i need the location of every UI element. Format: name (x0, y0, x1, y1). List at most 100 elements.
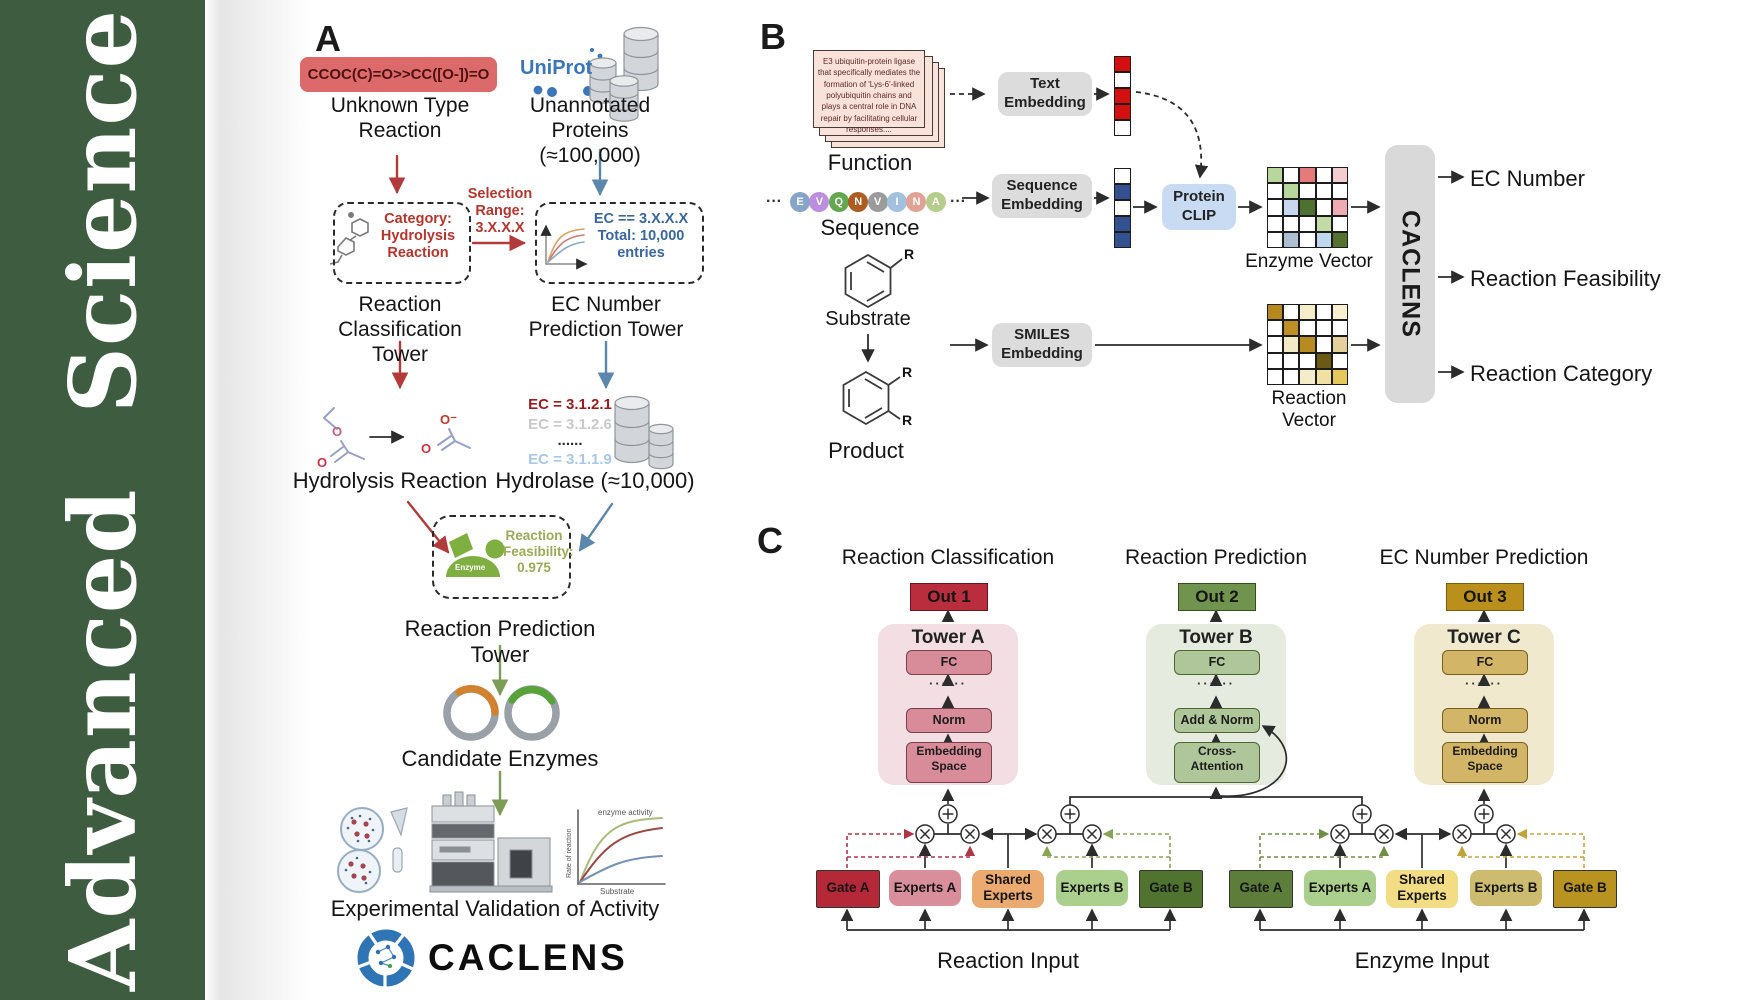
vector-cell (1114, 88, 1131, 104)
tower-a-name: Tower A (911, 627, 985, 648)
heading-ec-number-prediction: EC Number Prediction (1379, 546, 1589, 569)
grid-cell (1267, 231, 1284, 248)
grid-cell (1283, 199, 1300, 216)
tower-a-fc: FC (906, 650, 992, 675)
enzyme-vector-label: Enzyme Vector (1245, 251, 1373, 272)
smiles-reaction-box: CCOC(C)=O>>CC([O-])=O (300, 57, 497, 92)
enzyme-icon-label: Enzyme (455, 563, 486, 572)
protein-clip-box: Protein CLIP (1162, 184, 1236, 230)
ester-oxygen-atom: O (332, 424, 343, 439)
vector-cell (1114, 232, 1131, 248)
acetate-molecule (437, 428, 471, 451)
grid-cell (1299, 231, 1316, 248)
product-r2-label: R (902, 412, 913, 428)
vector-cell (1114, 104, 1131, 120)
grid-cell (1267, 215, 1284, 232)
reaction-experts-a: Experts A (889, 870, 961, 906)
rate-axis-label: Rate of reaction (566, 828, 573, 878)
grid-cell (1315, 336, 1332, 353)
reaction-gate-a: Gate A (816, 870, 880, 908)
residue-circle: I (887, 192, 908, 212)
out1-box: Out 1 (910, 583, 988, 611)
residue-circle: N (906, 192, 927, 212)
kinetics-graph-icon (577, 809, 666, 885)
acetate-o-minus-atom: O⁻ (440, 412, 457, 427)
grid-cell (1283, 368, 1300, 385)
unannotated-proteins-label: Unannotated Proteins (≈100,000) (529, 94, 651, 167)
enzyme-shared-experts: Shared Experts (1386, 870, 1458, 908)
panel-c-label: C (757, 520, 783, 561)
text-embedding-box: Text Embedding (998, 72, 1092, 116)
hydrolase-label: Hydrolase (≈10,000) (495, 468, 695, 493)
smiles-embedding-box: SMILES Embedding (992, 323, 1092, 367)
enzyme-experts-a: Experts A (1304, 870, 1376, 906)
feasibility-text: Reaction Feasibility: 0.975 (503, 528, 574, 576)
ester-molecule (323, 407, 365, 463)
tower-b-add-norm: Add & Norm (1174, 708, 1260, 733)
vector-cell (1114, 184, 1131, 200)
plasmid-icons (443, 685, 560, 741)
enzyme-gate-a: Gate A (1229, 870, 1293, 908)
tower-b-fc: FC (1174, 650, 1260, 675)
tower-b-cross-attention: Cross- Attention (1174, 742, 1260, 783)
vector-cell (1114, 216, 1131, 232)
out2-box: Out 2 (1178, 583, 1256, 611)
grid-cell (1331, 199, 1348, 216)
residue-circle: V (867, 192, 888, 212)
grid-cell (1283, 215, 1300, 232)
grid-cell (1299, 336, 1316, 353)
caclens-model-bar: CACLENS (1385, 145, 1435, 403)
page-edge-shadow (205, 0, 310, 1000)
ec-total-text: EC == 3.X.X.X Total: 10,000 entries (593, 211, 689, 262)
grid-cell (1331, 320, 1348, 337)
ec-list-ellipsis: ...... (557, 432, 583, 449)
panel-b-label: B (760, 16, 786, 57)
grid-cell (1299, 368, 1316, 385)
enzyme-input-label: Enzyme Input (1354, 948, 1490, 973)
grid-cell (1331, 368, 1348, 385)
reaction-gate-b: Gate B (1139, 870, 1203, 908)
grid-cell (1283, 183, 1300, 200)
grid-cell (1283, 320, 1300, 337)
grid-cell (1315, 304, 1332, 321)
database-icons-uniprot (589, 26, 659, 122)
reaction-vector-grid (1267, 304, 1348, 385)
grid-cell (1331, 304, 1348, 321)
tower-a-dots: ······ (929, 676, 967, 691)
vector-cell (1114, 56, 1131, 72)
residue-circle: Q (828, 192, 849, 212)
grid-cell (1283, 167, 1300, 184)
classification-dashed-box (333, 202, 471, 284)
grid-cell (1267, 167, 1284, 184)
selection-range-label: Selection Range: 3.X.X.X (467, 186, 533, 237)
enzyme-icon (446, 533, 505, 577)
grid-cell (1315, 352, 1332, 369)
product-label: Product (828, 438, 904, 463)
grid-cell (1331, 167, 1348, 184)
vector-cell (1114, 168, 1131, 184)
grid-cell (1315, 231, 1332, 248)
hplc-icon (429, 791, 553, 893)
grid-cell (1299, 215, 1316, 232)
assay-icons (337, 807, 408, 893)
substrate-axis-label: Substrate (600, 887, 635, 896)
vector-cell (1114, 200, 1131, 216)
grid-cell (1283, 231, 1300, 248)
out3-box: Out 3 (1446, 583, 1524, 611)
grid-cell (1267, 183, 1284, 200)
acetate-carbonyl-oxygen: O (421, 441, 432, 456)
grid-cell (1315, 215, 1332, 232)
tower-a-embedding-space: Embedding Space (906, 742, 992, 783)
reaction-shared-experts: Shared Experts (972, 870, 1044, 908)
enzyme-vector-grid (1267, 167, 1348, 248)
database-icons-hydrolase (614, 395, 674, 470)
output-reaction-category: Reaction Category (1470, 361, 1653, 386)
carbonyl-oxygen-atom: O (317, 455, 328, 470)
product-r1-label: R (902, 364, 913, 380)
function-card: E3 ubiquitin-protein ligase that specifi… (813, 50, 925, 134)
substrate-molecule (844, 253, 903, 309)
tower-a-norm: Norm (906, 708, 992, 733)
grid-cell (1283, 352, 1300, 369)
